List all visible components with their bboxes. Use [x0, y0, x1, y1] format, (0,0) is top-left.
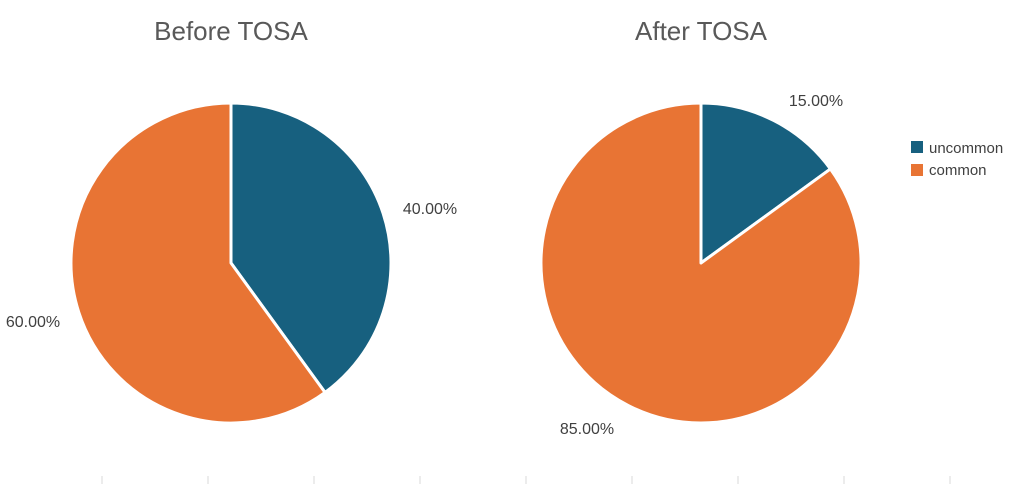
pie-chart-after: After TOSA 15.00% 85.00%: [539, 16, 863, 438]
pie-after-slices: [539, 101, 863, 425]
pie-slice-uncommon: [229, 101, 393, 394]
pie-slice-uncommon: [699, 101, 832, 265]
data-label-before-uncommon: 40.00%: [403, 201, 457, 218]
pie-slice-common: [539, 101, 863, 425]
chart-title-after: After TOSA: [635, 16, 768, 46]
legend-item-uncommon: uncommon: [911, 140, 1003, 157]
bottom-ticks: [101, 476, 951, 484]
legend-swatch-uncommon: [911, 141, 923, 153]
data-label-after-common: 85.00%: [560, 421, 614, 438]
chart-title-before: Before TOSA: [154, 16, 308, 46]
legend-label-common: common: [929, 162, 987, 179]
legend: uncommon common: [911, 140, 1003, 179]
data-label-before-common: 60.00%: [6, 314, 60, 331]
pie-before-slices: [69, 101, 393, 425]
data-label-after-uncommon: 15.00%: [789, 93, 843, 110]
pie-slice-common: [69, 101, 327, 425]
legend-item-common: common: [911, 162, 987, 179]
legend-swatch-common: [911, 164, 923, 176]
legend-label-uncommon: uncommon: [929, 140, 1003, 157]
pie-chart-before: Before TOSA 40.00% 60.00%: [6, 16, 457, 425]
